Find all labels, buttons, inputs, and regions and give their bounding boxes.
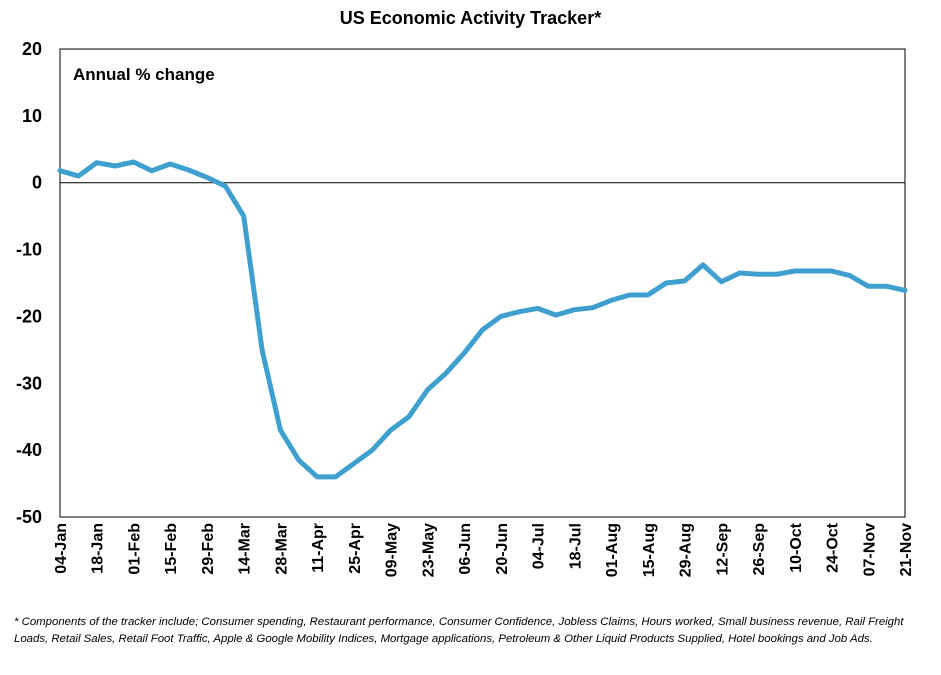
x-tick-label: 15-Feb xyxy=(163,523,180,575)
x-tick-label: 06-Jun xyxy=(457,523,474,575)
x-tick-label: 20-Jun xyxy=(494,523,511,575)
x-tick-label: 04-Jan xyxy=(53,523,70,574)
y-axis-label: Annual % change xyxy=(73,65,215,84)
chart-title: US Economic Activity Tracker* xyxy=(339,8,602,28)
x-tick-label: 24-Oct xyxy=(825,522,842,572)
y-tick-label: 0 xyxy=(32,173,42,193)
x-tick-label: 01-Aug xyxy=(604,523,621,577)
x-tick-label: 12-Sep xyxy=(714,523,731,576)
x-tick-label: 01-Feb xyxy=(127,523,144,575)
y-axis: 20 10 0 -10 -20 -30 -40 -50 xyxy=(16,39,42,527)
x-tick-label: 07-Nov xyxy=(861,523,878,576)
x-tick-label: 11-Apr xyxy=(310,523,327,573)
series-line xyxy=(57,159,908,480)
x-tick-label: 18-Jan xyxy=(90,523,107,574)
x-axis: 04-Jan 18-Jan 01-Feb 15-Feb 29-Feb 14-Mar 28-M… xyxy=(53,522,915,577)
y-tick-label: -20 xyxy=(16,306,42,326)
x-tick-label: 10-Oct xyxy=(788,522,805,572)
x-tick-label: 09-May xyxy=(384,523,401,577)
line-chart: 20 10 0 -10 -20 -30 -40 -50 04-Jan 18-Jan 01-Feb 1… xyxy=(16,39,915,577)
x-tick-label: 29-Feb xyxy=(200,523,217,575)
x-tick-label: 26-Sep xyxy=(751,523,768,576)
x-tick-label: 28-Mar xyxy=(273,523,290,575)
x-tick-label: 25-Apr xyxy=(347,523,364,574)
x-tick-label: 23-May xyxy=(420,523,437,577)
x-tick-label: 18-Jul xyxy=(567,523,584,569)
x-tick-label: 14-Mar xyxy=(237,523,254,575)
footnote: * Components of the tracker include; Con… xyxy=(14,616,904,645)
plot-area xyxy=(59,48,906,518)
x-tick-label: 29-Aug xyxy=(678,523,695,577)
y-tick-label: -50 xyxy=(16,507,42,527)
y-tick-label: -10 xyxy=(16,240,42,260)
y-tick-label: 20 xyxy=(22,39,42,59)
y-tick-label: -40 xyxy=(16,440,42,460)
x-tick-label: 04-Jul xyxy=(531,523,548,569)
x-tick-label: 21-Nov xyxy=(898,523,915,576)
x-tick-label: 15-Aug xyxy=(641,523,658,577)
y-tick-label: -30 xyxy=(16,373,42,393)
y-tick-label: 10 xyxy=(22,106,42,126)
